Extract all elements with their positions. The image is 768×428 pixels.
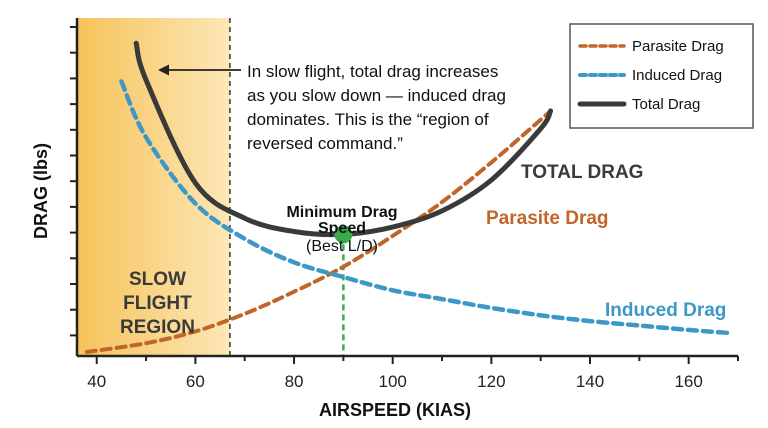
induced-drag-label: Induced Drag xyxy=(605,300,726,321)
region-label-line: SLOW xyxy=(129,269,186,290)
x-tick-label: 140 xyxy=(576,372,604,391)
slow-flight-note-line: as you slow down — induced drag xyxy=(247,86,506,105)
region-label-line: REGION xyxy=(120,317,195,338)
parasite-drag-curve xyxy=(84,108,553,354)
region-label-line: FLIGHT xyxy=(123,293,192,314)
x-axis-title: AIRSPEED (KIAS) xyxy=(319,400,471,420)
x-tick-label: 60 xyxy=(186,372,205,391)
min-drag-title: Minimum Drag xyxy=(286,204,397,221)
x-tick-label: 120 xyxy=(477,372,505,391)
note-arrow-head xyxy=(158,64,169,76)
slow-flight-note-line: dominates. This is the “region of xyxy=(247,110,489,129)
min-drag-title: Speed xyxy=(318,220,366,237)
total-drag-label: TOTAL DRAG xyxy=(521,162,643,183)
min-drag-subtitle: (Best L/D) xyxy=(306,238,378,255)
slow-flight-region xyxy=(77,18,230,356)
slow-flight-note-line: In slow flight, total drag increases xyxy=(247,62,498,81)
legend-item-label: Induced Drag xyxy=(632,67,722,84)
x-tick-label: 40 xyxy=(87,372,106,391)
min-drag-point xyxy=(334,225,353,244)
parasite-drag-label: Parasite Drag xyxy=(486,208,609,229)
x-tick-label: 160 xyxy=(674,372,702,391)
induced-drag-curve xyxy=(119,79,731,336)
legend-item-label: Parasite Drag xyxy=(632,38,724,55)
x-tick-label: 80 xyxy=(285,372,304,391)
legend-item-label: Total Drag xyxy=(632,96,700,113)
x-tick-label: 100 xyxy=(379,372,407,391)
y-axis-title: DRAG (lbs) xyxy=(31,143,51,239)
slow-flight-note-line: reversed command.” xyxy=(247,134,403,153)
